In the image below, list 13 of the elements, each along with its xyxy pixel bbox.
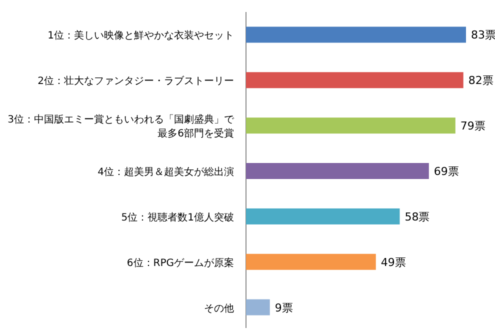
value-label: 69票 bbox=[434, 165, 459, 178]
category-label: 5位：視聴者数1億人突破 bbox=[121, 212, 234, 224]
value-label: 82票 bbox=[468, 74, 494, 88]
value-label: 58票 bbox=[404, 210, 430, 224]
category-label: 3位：中国版エミー賞ともいわれる「国劇盛典」で最多6部門を受賞 bbox=[8, 114, 234, 140]
category-label: その他 bbox=[204, 303, 234, 314]
value-label: 49票 bbox=[380, 256, 406, 269]
category-label: 2位：壮大なファンタジー・ラブストーリー bbox=[38, 76, 234, 88]
category-label: 4位：超美男＆超美女が総出演 bbox=[98, 167, 234, 178]
category-label: 1位：美しい映像と鮮やかな衣装やセット bbox=[48, 30, 234, 42]
value-label: 9票 bbox=[274, 301, 293, 314]
category-label: 6位：RPGゲームが原案 bbox=[126, 258, 234, 269]
value-label: 79票 bbox=[460, 120, 486, 133]
